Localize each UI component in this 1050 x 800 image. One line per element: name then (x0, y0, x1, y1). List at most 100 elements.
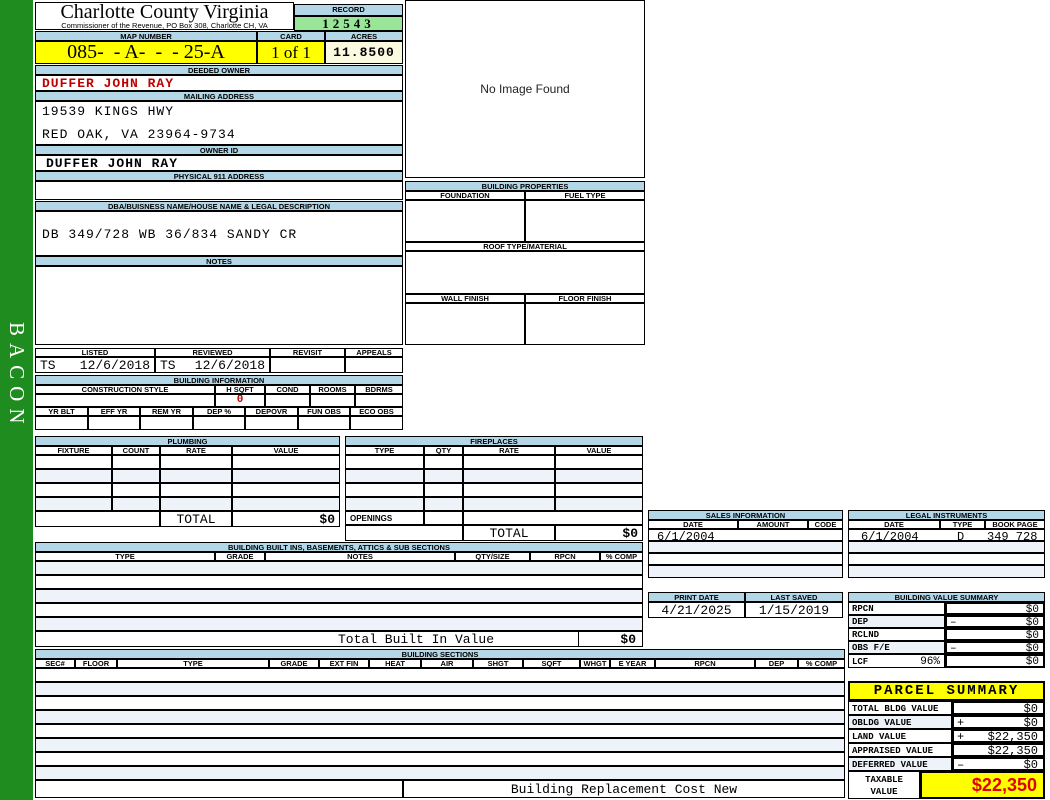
sections-heat-header: HEAT (369, 659, 421, 668)
last-saved-value: 1/15/2019 (745, 602, 843, 618)
plumbing-cell (160, 483, 232, 497)
building-sections-row (35, 668, 845, 682)
acres-label: ACRES (325, 31, 403, 41)
rclnd-label: RCLND (848, 628, 945, 641)
built-ins-qty-size-header: QTY/SIZE (455, 552, 530, 561)
sales-row (648, 565, 843, 578)
fireplaces-cell (345, 469, 424, 483)
county-title: Charlotte County Virginia (60, 2, 269, 23)
fireplaces-cell (424, 483, 463, 497)
dep-pct-value (193, 416, 245, 430)
fireplaces-type-header: TYPE (345, 446, 424, 455)
sections-floor-header: FLOOR (75, 659, 117, 668)
obldg-value-label: OBLDG VALUE (848, 715, 952, 729)
sections-rpcn-header: RPCN (655, 659, 755, 668)
foundation-value (405, 200, 525, 242)
obs-fe-op: – (950, 643, 957, 654)
building-sections-title: BUILDING SECTIONS (35, 649, 845, 659)
card-label: CARD (257, 31, 325, 41)
land-value: $22,350 (987, 731, 1038, 743)
record-label: RECORD (294, 4, 403, 16)
fireplaces-value-header: VALUE (555, 446, 643, 455)
mailing-address-line2: RED OAK, VA 23964-9734 (42, 127, 236, 142)
rem-yr-value (140, 416, 193, 430)
fireplaces-openings-label: OPENINGS (345, 511, 424, 525)
fireplaces-openings-qty (424, 511, 463, 525)
fireplaces-cell (345, 455, 424, 469)
wall-finish-header: WALL FINISH (405, 294, 525, 303)
legal-date-header: DATE (848, 520, 940, 529)
sales-information-title: SALES INFORMATION (648, 510, 843, 520)
fireplaces-cell (463, 483, 555, 497)
mailing-address-box: 19539 KINGS HWY RED OAK, VA 23964-9734 (35, 101, 403, 145)
fireplaces-qty-header: QTY (424, 446, 463, 455)
taxable-value: $22,350 (920, 771, 1045, 799)
fireplaces-rate-header: RATE (463, 446, 555, 455)
built-ins-row (35, 561, 643, 575)
plumbing-total-value: $0 (232, 511, 340, 527)
built-ins-rpcn-header: RPCN (530, 552, 600, 561)
construction-style-header: CONSTRUCTION STYLE (35, 385, 215, 394)
rpcn-label: RPCN (848, 602, 945, 615)
plumbing-cell (232, 483, 340, 497)
legal-description-value: DB 349/728 WB 36/834 SANDY CR (42, 227, 298, 242)
land-op: + (957, 731, 965, 743)
building-information-title: BUILDING INFORMATION (35, 375, 403, 385)
map-number-label: MAP NUMBER (35, 31, 257, 41)
map-number-value: 085- - A- - - 25-A (35, 41, 257, 64)
dep-label: DEP (848, 615, 945, 628)
plumbing-value-header: VALUE (232, 446, 340, 455)
rclnd-value: $0 (1025, 630, 1039, 641)
dep-value: $0 (1025, 617, 1039, 628)
built-ins-row (35, 589, 643, 603)
fireplaces-total-spacer (345, 525, 463, 541)
total-bldg-value: $0 (1023, 703, 1038, 715)
property-photo-placeholder: No Image Found (405, 0, 645, 178)
built-ins-type-header: TYPE (35, 552, 215, 561)
rem-yr-header: REM YR (140, 407, 193, 416)
floor-finish-header: FLOOR FINISH (525, 294, 645, 303)
rooms-header: ROOMS (310, 385, 355, 394)
built-ins-pct-comp-header: % COMP (600, 552, 643, 561)
built-ins-total-label: Total Built In Value (337, 632, 495, 647)
plumbing-cell (35, 469, 112, 483)
legal-row (848, 541, 1045, 553)
legal-row (848, 565, 1045, 578)
yr-blt-header: YR BLT (35, 407, 88, 416)
lcf-percent: 96% (920, 656, 940, 668)
sales-row (648, 553, 843, 565)
dep-value-cell: – $0 (945, 615, 1045, 628)
binder-tab-label: BACON (5, 322, 29, 431)
sales-date-header: DATE (648, 520, 738, 529)
obs-fe-label: OBS F/E (848, 641, 945, 654)
legal-description-box: DB 349/728 WB 36/834 SANDY CR (35, 211, 403, 256)
built-ins-row (35, 575, 643, 589)
sections-sec-header: SEC# (35, 659, 75, 668)
revisit-label: REVISIT (270, 348, 345, 357)
dep-pct-header: DEP % (193, 407, 245, 416)
fireplaces-cell (345, 483, 424, 497)
building-sections-row (35, 724, 845, 738)
listed-date: 12/6/2018 (79, 357, 150, 373)
fireplaces-cell (555, 497, 643, 511)
wall-finish-value (405, 303, 525, 345)
building-value-summary-title: BUILDING VALUE SUMMARY (848, 592, 1045, 602)
mailing-address-line1: 19539 KINGS HWY (42, 104, 175, 119)
reviewed-label: REVIEWED (155, 348, 270, 357)
bdrms-value (355, 394, 403, 407)
fun-obs-value (298, 416, 350, 430)
reviewed-date: 12/6/2018 (194, 357, 265, 373)
lcf-label: LCF (852, 657, 869, 667)
rpcn-value: $0 (1025, 604, 1039, 615)
deeded-owner-label: DEEDED OWNER (35, 65, 403, 75)
h-sqft-header: H SQFT (215, 385, 265, 394)
legal-row (848, 553, 1045, 565)
rooms-value (310, 394, 355, 407)
plumbing-cell (112, 469, 160, 483)
eff-yr-header: EFF YR (88, 407, 140, 416)
appraised-value-label: APPRAISED VALUE (848, 743, 952, 757)
fireplaces-cell (424, 497, 463, 511)
fun-obs-header: FUN OBS (298, 407, 350, 416)
depovr-header: DEPOVR (245, 407, 298, 416)
fireplaces-title: FIREPLACES (345, 436, 643, 446)
